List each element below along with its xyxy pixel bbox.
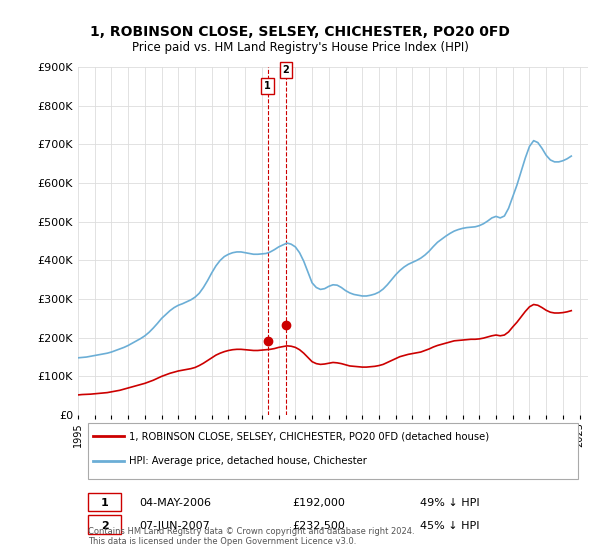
- Text: 1: 1: [265, 81, 271, 91]
- Text: 1, ROBINSON CLOSE, SELSEY, CHICHESTER, PO20 0FD: 1, ROBINSON CLOSE, SELSEY, CHICHESTER, P…: [90, 25, 510, 39]
- Text: 45% ↓ HPI: 45% ↓ HPI: [420, 521, 479, 531]
- Text: 2: 2: [101, 521, 109, 531]
- Text: HPI: Average price, detached house, Chichester: HPI: Average price, detached house, Chic…: [129, 455, 367, 465]
- Text: Contains HM Land Registry data © Crown copyright and database right 2024.
This d: Contains HM Land Registry data © Crown c…: [88, 527, 415, 546]
- Text: 2: 2: [283, 65, 289, 75]
- Text: 49% ↓ HPI: 49% ↓ HPI: [420, 498, 479, 508]
- Text: £192,000: £192,000: [292, 498, 345, 508]
- FancyBboxPatch shape: [88, 515, 121, 534]
- Text: 07-JUN-2007: 07-JUN-2007: [139, 521, 210, 531]
- Text: 1, ROBINSON CLOSE, SELSEY, CHICHESTER, PO20 0FD (detached house): 1, ROBINSON CLOSE, SELSEY, CHICHESTER, P…: [129, 431, 489, 441]
- FancyBboxPatch shape: [88, 493, 121, 511]
- Text: 04-MAY-2006: 04-MAY-2006: [139, 498, 211, 508]
- FancyBboxPatch shape: [88, 423, 578, 479]
- Text: Price paid vs. HM Land Registry's House Price Index (HPI): Price paid vs. HM Land Registry's House …: [131, 41, 469, 54]
- Text: 1: 1: [101, 498, 109, 508]
- Text: £232,500: £232,500: [292, 521, 345, 531]
